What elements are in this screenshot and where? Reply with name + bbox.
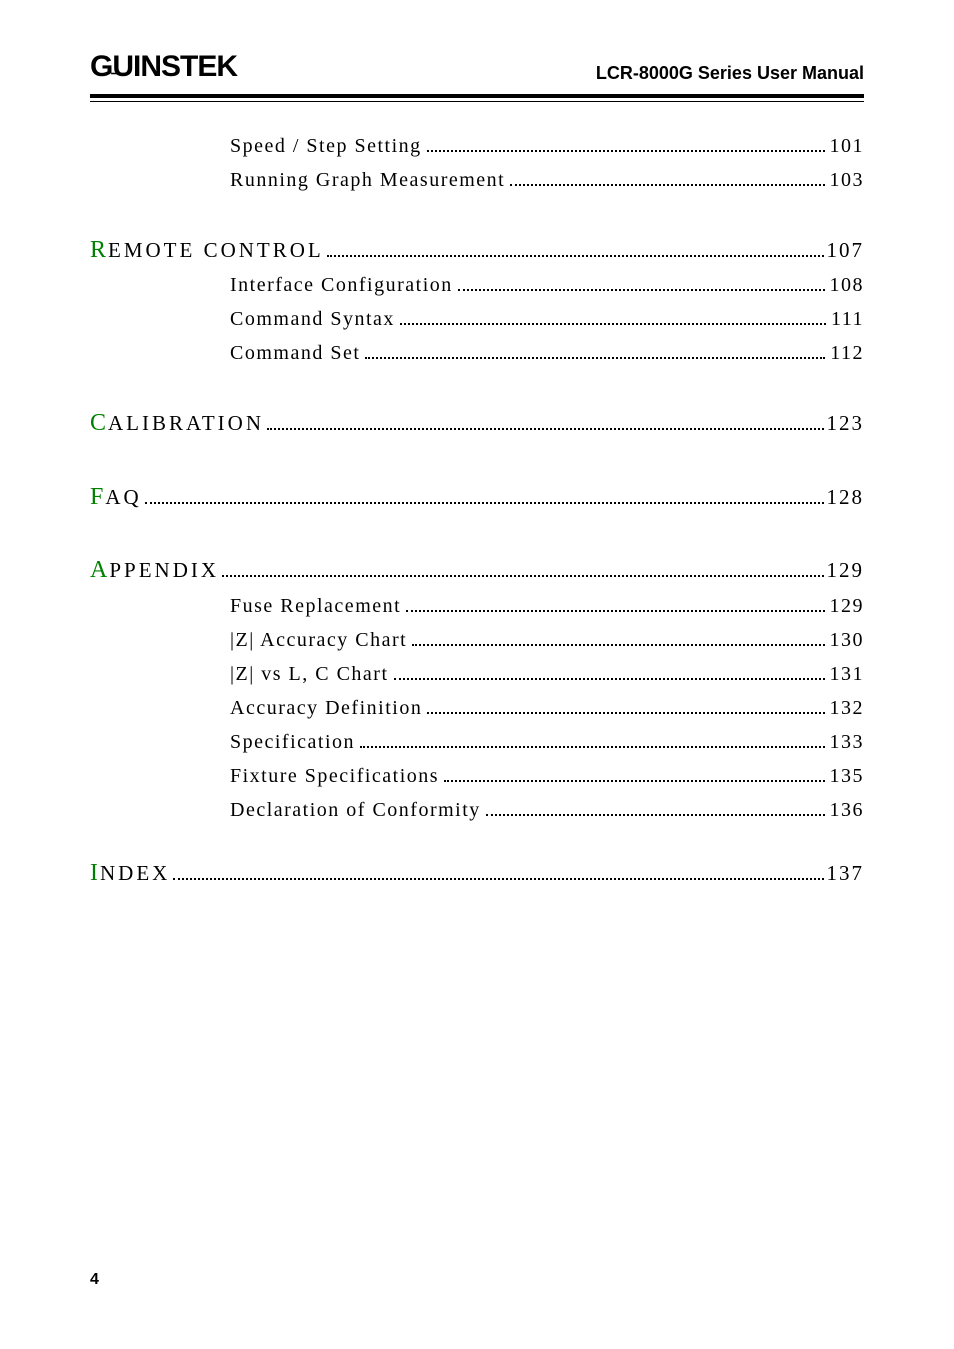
header-row: GU⎽INSTEK LCR-8000G Series User Manual	[90, 50, 864, 88]
section-rest: EMOTE CONTROL	[108, 238, 324, 262]
toc-page: 108	[830, 269, 865, 301]
toc-section-item: INDEX 137	[90, 854, 864, 892]
toc-dots	[360, 746, 824, 748]
section-accent: F	[90, 484, 105, 510]
section-rest: ALIBRATION	[108, 411, 264, 435]
toc-sub-item: |Z| vs L, C Chart 131	[230, 658, 864, 690]
toc-page: 103	[830, 164, 865, 196]
toc-dots	[267, 428, 823, 430]
section-rest: PPENDIX	[109, 558, 219, 582]
toc-sub-item: Fuse Replacement 129	[230, 590, 864, 622]
toc-page: 130	[830, 624, 865, 656]
toc-sub-label: Command Syntax	[230, 303, 395, 335]
toc-sub-label: Fixture Specifications	[230, 760, 439, 792]
toc-page: 107	[827, 234, 865, 268]
toc-dots	[458, 289, 825, 291]
section-title: REMOTE CONTROL	[90, 231, 324, 269]
toc-page: 129	[830, 590, 865, 622]
toc-sub-item: |Z| Accuracy Chart 130	[230, 624, 864, 656]
logo: GU⎽INSTEK	[90, 50, 237, 84]
toc-dots	[444, 780, 824, 782]
toc-sub-label: Fuse Replacement	[230, 590, 401, 622]
toc-page: 111	[831, 303, 864, 335]
section-rest: NDEX	[100, 861, 170, 885]
toc-sub-item: Fixture Specifications 135	[230, 760, 864, 792]
toc-dots	[365, 357, 825, 359]
toc-page: 129	[827, 554, 865, 588]
toc-dots	[400, 323, 826, 325]
toc-sub-item: Declaration of Conformity 136	[230, 794, 864, 826]
toc-dots	[406, 610, 824, 612]
toc-sub-label: Specification	[230, 726, 355, 758]
toc-page: 135	[830, 760, 865, 792]
toc-section-group: FAQ 128	[90, 478, 864, 516]
section-accent: R	[90, 237, 108, 263]
toc-page: 133	[830, 726, 865, 758]
toc-sub-label: Running Graph Measurement	[230, 164, 505, 196]
section-title: INDEX	[90, 854, 170, 892]
toc-sub-label: Speed / Step Setting	[230, 130, 422, 162]
toc-dots	[394, 678, 825, 680]
toc-section-group: INDEX 137	[90, 854, 864, 892]
header-title: LCR-8000G Series User Manual	[596, 63, 864, 84]
toc-section-group: REMOTE CONTROL 107 Interface Configurati…	[90, 231, 864, 369]
toc-container: Speed / Step Setting 101 Running Graph M…	[90, 130, 864, 892]
section-accent: A	[90, 557, 109, 583]
toc-sub-item: Running Graph Measurement 103	[230, 164, 864, 196]
toc-sub-item: Speed / Step Setting 101	[230, 130, 864, 162]
logo-text: GU⎽INSTEK	[90, 50, 237, 83]
toc-page: 137	[827, 857, 865, 891]
toc-dots	[412, 644, 824, 646]
toc-sub-item: Command Set 112	[230, 337, 864, 369]
toc-section-item: REMOTE CONTROL 107	[90, 231, 864, 269]
section-accent: C	[90, 410, 108, 436]
toc-sub-item: Interface Configuration 108	[230, 269, 864, 301]
toc-dots	[327, 255, 824, 257]
toc-dots	[486, 814, 825, 816]
toc-page: 132	[830, 692, 865, 724]
toc-page: 123	[827, 407, 865, 441]
toc-dots	[173, 878, 823, 880]
toc-sub-item: Accuracy Definition 132	[230, 692, 864, 724]
toc-sub-label: Interface Configuration	[230, 269, 453, 301]
header-divider	[90, 94, 864, 102]
section-rest: AQ	[105, 485, 141, 509]
toc-page: 136	[830, 794, 865, 826]
toc-section-group: APPENDIX 129 Fuse Replacement 129 |Z| Ac…	[90, 551, 864, 825]
toc-page: 128	[827, 481, 865, 515]
toc-sub-label: |Z| Accuracy Chart	[230, 624, 407, 656]
toc-page: 101	[830, 130, 865, 162]
section-title: CALIBRATION	[90, 404, 264, 442]
section-accent: I	[90, 860, 100, 886]
toc-dots	[145, 502, 824, 504]
toc-page: 112	[830, 337, 864, 369]
section-title: FAQ	[90, 478, 142, 516]
toc-sub-item: Specification 133	[230, 726, 864, 758]
page-number: 4	[90, 1271, 99, 1289]
toc-section-group: CALIBRATION 123	[90, 404, 864, 442]
toc-section-item: APPENDIX 129	[90, 551, 864, 589]
toc-section-item: CALIBRATION 123	[90, 404, 864, 442]
toc-dots	[510, 184, 824, 186]
toc-section-item: FAQ 128	[90, 478, 864, 516]
toc-sub-label: Command Set	[230, 337, 360, 369]
toc-page: 131	[830, 658, 865, 690]
toc-sub-label: Declaration of Conformity	[230, 794, 481, 826]
toc-dots	[222, 575, 823, 577]
toc-sub-label: |Z| vs L, C Chart	[230, 658, 389, 690]
toc-dots	[427, 712, 824, 714]
toc-sub-label: Accuracy Definition	[230, 692, 422, 724]
section-title: APPENDIX	[90, 551, 219, 589]
toc-dots	[427, 150, 825, 152]
toc-sub-item: Command Syntax 111	[230, 303, 864, 335]
